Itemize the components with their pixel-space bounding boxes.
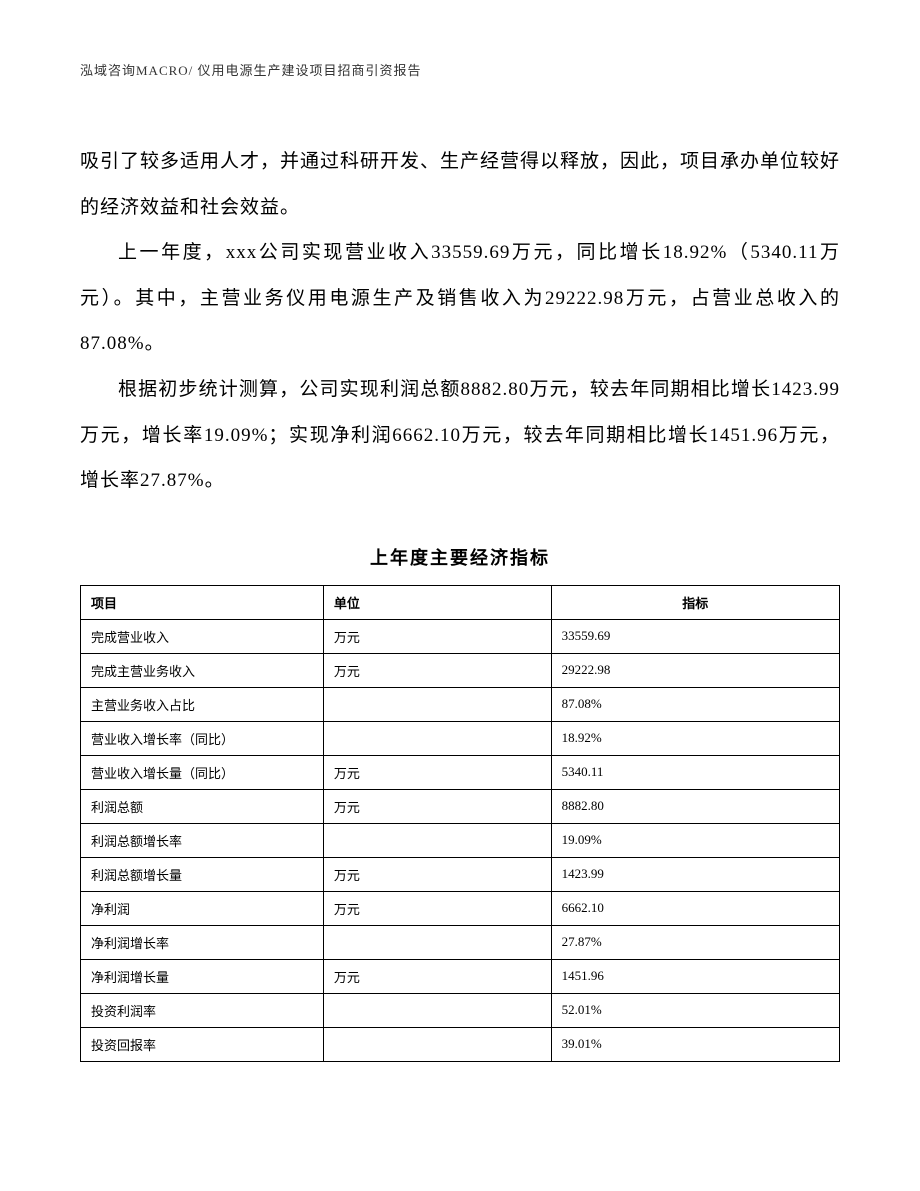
cell-unit: 万元 bbox=[323, 755, 551, 789]
cell-unit: 万元 bbox=[323, 789, 551, 823]
cell-value: 29222.98 bbox=[551, 653, 839, 687]
cell-project: 净利润增长量 bbox=[81, 959, 324, 993]
cell-value: 33559.69 bbox=[551, 619, 839, 653]
cell-project: 利润总额 bbox=[81, 789, 324, 823]
body-text-section: 吸引了较多适用人才，并通过科研开发、生产经营得以释放，因此，项目承办单位较好的经… bbox=[80, 139, 840, 504]
cell-unit bbox=[323, 823, 551, 857]
cell-unit: 万元 bbox=[323, 891, 551, 925]
table-row: 净利润 万元 6662.10 bbox=[81, 891, 840, 925]
cell-value: 1423.99 bbox=[551, 857, 839, 891]
table-header-row: 项目 单位 指标 bbox=[81, 585, 840, 619]
table-row: 净利润增长率 27.87% bbox=[81, 925, 840, 959]
cell-project: 主营业务收入占比 bbox=[81, 687, 324, 721]
cell-value: 19.09% bbox=[551, 823, 839, 857]
cell-project: 利润总额增长量 bbox=[81, 857, 324, 891]
table-row: 利润总额增长量 万元 1423.99 bbox=[81, 857, 840, 891]
cell-project: 营业收入增长率（同比） bbox=[81, 721, 324, 755]
cell-project: 净利润增长率 bbox=[81, 925, 324, 959]
document-header: 泓域咨询MACRO/ 仪用电源生产建设项目招商引资报告 bbox=[80, 60, 840, 79]
cell-unit bbox=[323, 687, 551, 721]
cell-unit: 万元 bbox=[323, 653, 551, 687]
cell-project: 利润总额增长率 bbox=[81, 823, 324, 857]
cell-value: 52.01% bbox=[551, 993, 839, 1027]
cell-value: 6662.10 bbox=[551, 891, 839, 925]
cell-value: 8882.80 bbox=[551, 789, 839, 823]
cell-unit bbox=[323, 721, 551, 755]
cell-project: 完成主营业务收入 bbox=[81, 653, 324, 687]
paragraph-2: 上一年度，xxx公司实现营业收入33559.69万元，同比增长18.92%（53… bbox=[80, 230, 840, 367]
cell-unit: 万元 bbox=[323, 619, 551, 653]
table-row: 净利润增长量 万元 1451.96 bbox=[81, 959, 840, 993]
cell-project: 投资利润率 bbox=[81, 993, 324, 1027]
paragraph-3: 根据初步统计测算，公司实现利润总额8882.80万元，较去年同期相比增长1423… bbox=[80, 367, 840, 504]
table-row: 主营业务收入占比 87.08% bbox=[81, 687, 840, 721]
table-title: 上年度主要经济指标 bbox=[80, 544, 840, 570]
cell-value: 39.01% bbox=[551, 1027, 839, 1061]
cell-unit: 万元 bbox=[323, 857, 551, 891]
cell-project: 投资回报率 bbox=[81, 1027, 324, 1061]
cell-value: 18.92% bbox=[551, 721, 839, 755]
cell-value: 1451.96 bbox=[551, 959, 839, 993]
cell-project: 完成营业收入 bbox=[81, 619, 324, 653]
cell-unit: 万元 bbox=[323, 959, 551, 993]
table-row: 投资利润率 52.01% bbox=[81, 993, 840, 1027]
header-unit: 单位 bbox=[323, 585, 551, 619]
header-project: 项目 bbox=[81, 585, 324, 619]
table-row: 完成主营业务收入 万元 29222.98 bbox=[81, 653, 840, 687]
table-row: 完成营业收入 万元 33559.69 bbox=[81, 619, 840, 653]
paragraph-1: 吸引了较多适用人才，并通过科研开发、生产经营得以释放，因此，项目承办单位较好的经… bbox=[80, 139, 840, 230]
cell-project: 营业收入增长量（同比） bbox=[81, 755, 324, 789]
economic-indicators-table: 项目 单位 指标 完成营业收入 万元 33559.69 完成主营业务收入 万元 … bbox=[80, 585, 840, 1062]
table-row: 利润总额增长率 19.09% bbox=[81, 823, 840, 857]
cell-value: 27.87% bbox=[551, 925, 839, 959]
table-row: 投资回报率 39.01% bbox=[81, 1027, 840, 1061]
cell-project: 净利润 bbox=[81, 891, 324, 925]
table-row: 营业收入增长量（同比） 万元 5340.11 bbox=[81, 755, 840, 789]
cell-value: 5340.11 bbox=[551, 755, 839, 789]
cell-unit bbox=[323, 993, 551, 1027]
table-body: 完成营业收入 万元 33559.69 完成主营业务收入 万元 29222.98 … bbox=[81, 619, 840, 1061]
table-row: 营业收入增长率（同比） 18.92% bbox=[81, 721, 840, 755]
table-row: 利润总额 万元 8882.80 bbox=[81, 789, 840, 823]
header-value: 指标 bbox=[551, 585, 839, 619]
cell-value: 87.08% bbox=[551, 687, 839, 721]
cell-unit bbox=[323, 1027, 551, 1061]
cell-unit bbox=[323, 925, 551, 959]
